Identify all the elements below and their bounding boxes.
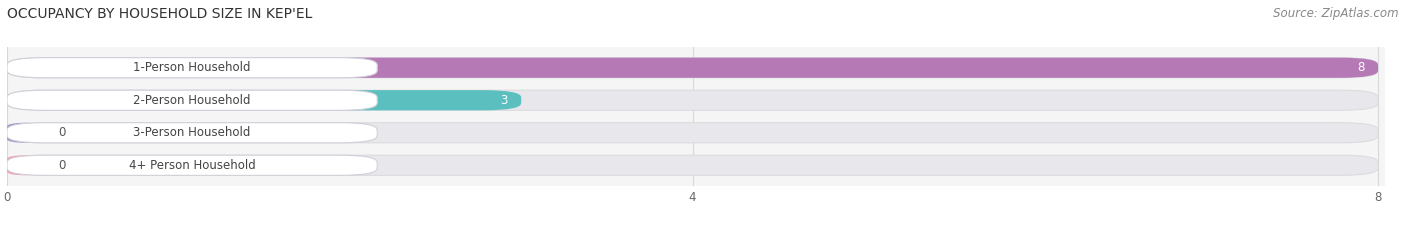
Text: 4+ Person Household: 4+ Person Household [129,159,256,172]
FancyBboxPatch shape [7,123,1378,143]
FancyBboxPatch shape [7,155,377,175]
FancyBboxPatch shape [7,58,1378,78]
FancyBboxPatch shape [7,90,377,110]
Text: 3: 3 [501,94,508,107]
Text: 0: 0 [59,159,66,172]
Text: 2-Person Household: 2-Person Household [134,94,250,107]
Text: 3-Person Household: 3-Person Household [134,126,250,139]
FancyBboxPatch shape [7,123,41,143]
FancyBboxPatch shape [7,155,1378,175]
Text: 0: 0 [59,126,66,139]
Text: OCCUPANCY BY HOUSEHOLD SIZE IN KEP'EL: OCCUPANCY BY HOUSEHOLD SIZE IN KEP'EL [7,7,312,21]
FancyBboxPatch shape [7,58,377,78]
FancyBboxPatch shape [7,90,1378,110]
FancyBboxPatch shape [7,155,41,175]
FancyBboxPatch shape [7,58,1378,78]
Text: 8: 8 [1357,61,1364,74]
FancyBboxPatch shape [7,90,522,110]
Text: Source: ZipAtlas.com: Source: ZipAtlas.com [1274,7,1399,20]
FancyBboxPatch shape [7,123,377,143]
Text: 1-Person Household: 1-Person Household [134,61,250,74]
